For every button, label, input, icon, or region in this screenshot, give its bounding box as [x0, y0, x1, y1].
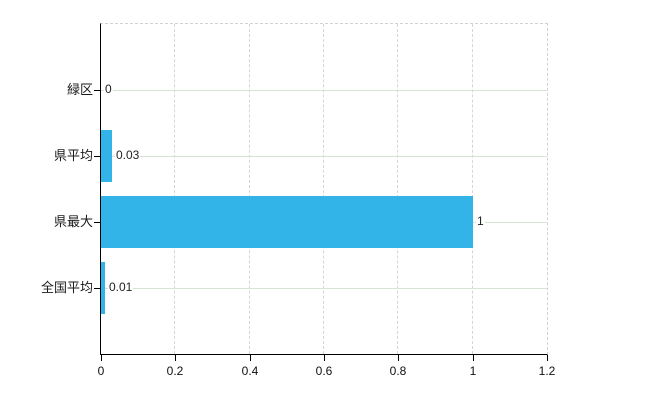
x-axis-tick [324, 355, 325, 361]
x-axis-tick [250, 355, 251, 361]
x-axis-tick-label: 0.4 [241, 364, 259, 378]
y-axis-tick [94, 90, 100, 91]
value-label: 0.03 [115, 147, 141, 164]
x-axis-tick [175, 355, 176, 361]
category-label: 県最大 [53, 214, 93, 229]
vertical-gridline [472, 24, 473, 354]
horizontal-gridline [101, 288, 547, 289]
x-axis-tick-label: 0 [97, 364, 105, 378]
horizontal-gridline [101, 90, 547, 91]
value-label: 1 [476, 213, 485, 230]
category-label: 県平均 [53, 148, 93, 163]
x-axis-tick [101, 355, 102, 361]
x-axis-tick [398, 355, 399, 361]
y-axis-tick [94, 156, 100, 157]
y-axis-tick [94, 288, 100, 289]
x-axis-tick-label: 0.8 [389, 364, 407, 378]
x-axis-tick-label: 1.2 [538, 364, 556, 378]
x-axis-tick-label: 0.2 [166, 364, 184, 378]
bar [101, 262, 105, 314]
bar [101, 130, 112, 182]
value-label: 0.01 [108, 279, 134, 296]
x-axis-tick-label: 0.6 [315, 364, 333, 378]
bar [101, 196, 473, 248]
category-label: 全国平均 [40, 280, 93, 295]
horizontal-gridline [101, 156, 547, 157]
x-axis-tick-label: 1 [469, 364, 477, 378]
plot-area: 緑区 0 県平均 0.03 県最大 1 全国平均 0.01 0 0.2 0.4 0.6 0.8 1 1.2 [41, 23, 555, 378]
x-axis-tick [473, 355, 474, 361]
y-axis-tick [94, 222, 100, 223]
category-label: 緑区 [66, 82, 93, 97]
x-axis-tick [547, 355, 548, 361]
value-label: 0 [104, 81, 113, 98]
vertical-gridline [323, 24, 324, 354]
vertical-gridline [249, 24, 250, 354]
vertical-gridline [397, 24, 398, 354]
vertical-gridline [174, 24, 175, 354]
